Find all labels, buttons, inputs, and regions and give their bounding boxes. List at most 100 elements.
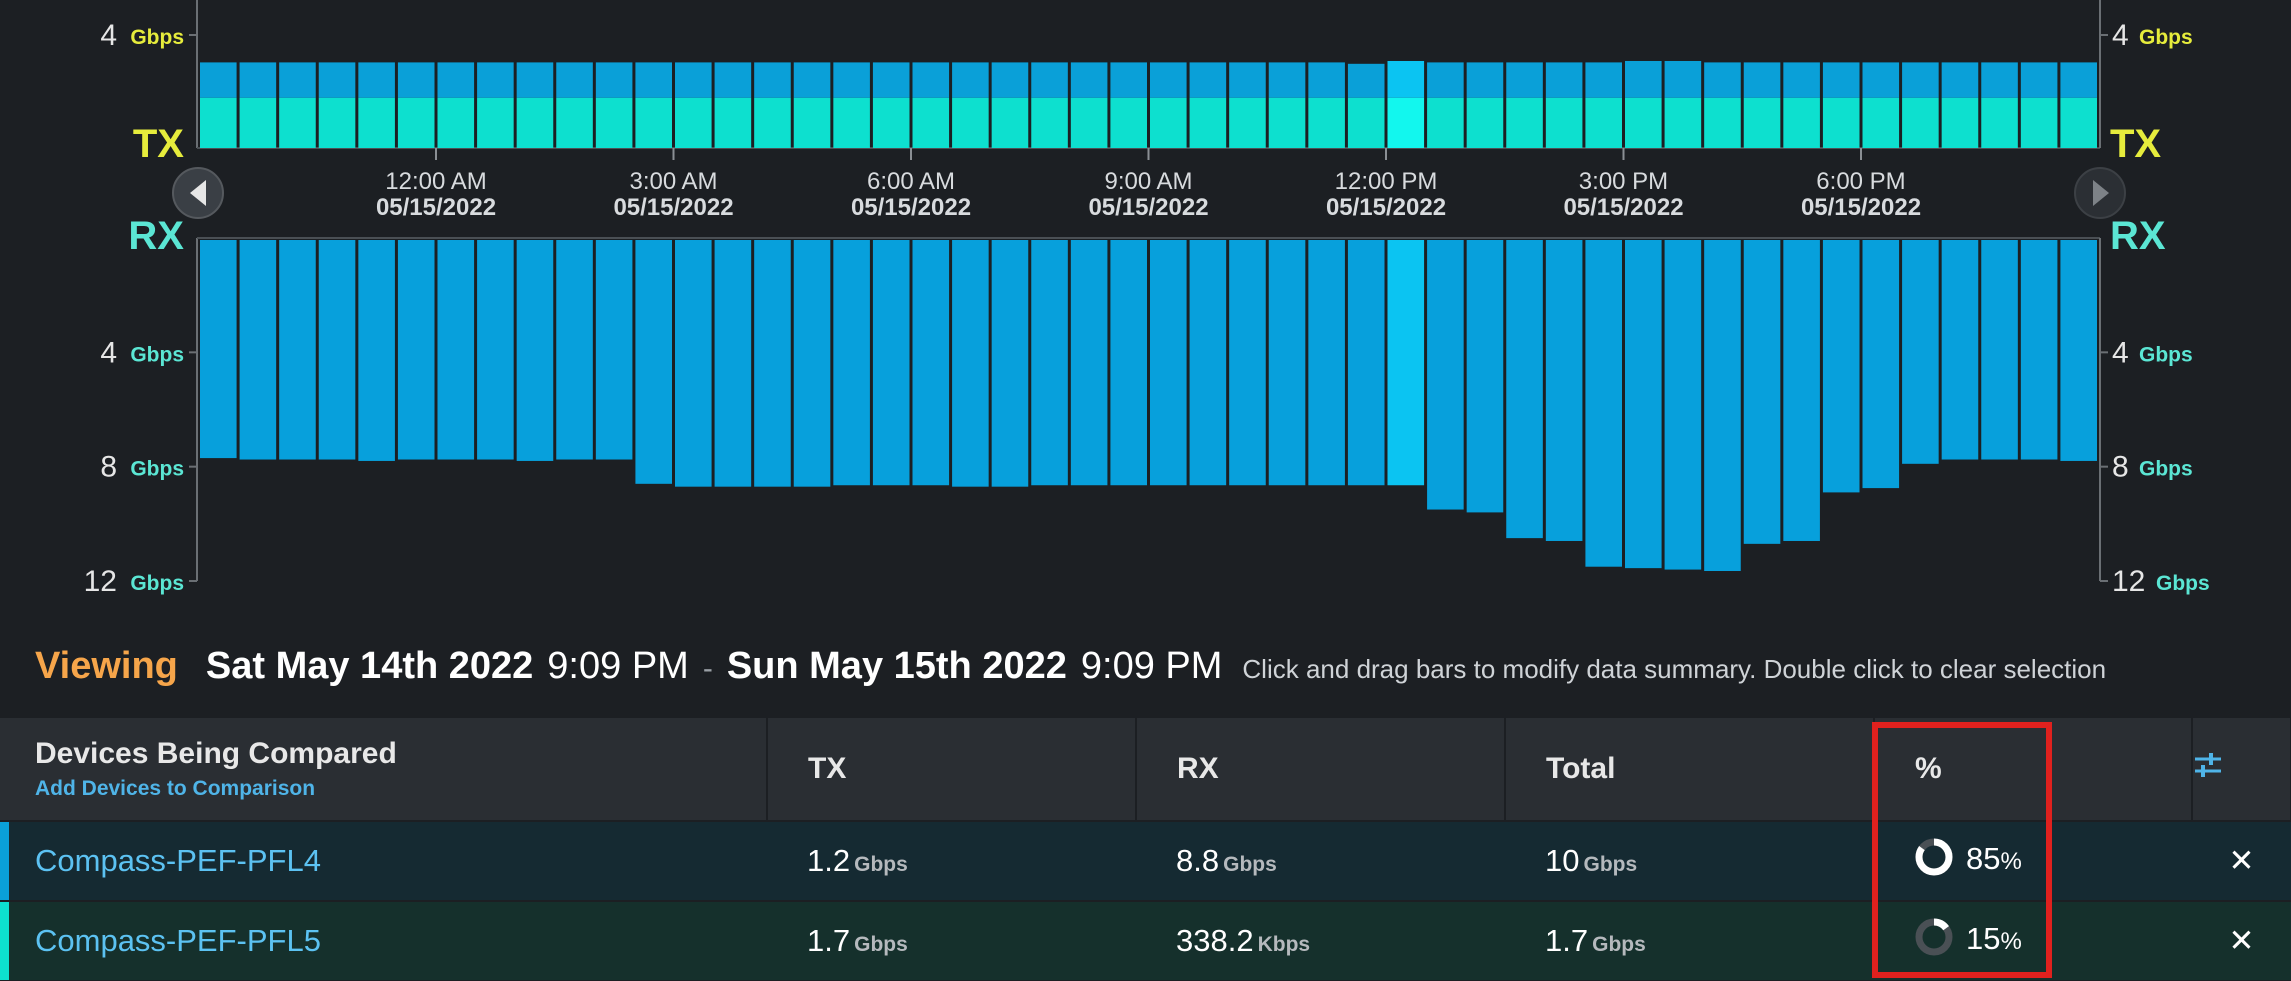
rx-bar-pfl4[interactable] <box>1268 240 1306 486</box>
tx-bar-pfl5[interactable] <box>833 97 870 148</box>
tx-bar-pfl5[interactable] <box>1070 97 1108 148</box>
column-settings-button[interactable] <box>2192 718 2291 821</box>
tx-bar-pfl5[interactable] <box>1110 97 1147 148</box>
tx-bar-pfl4[interactable] <box>1704 62 1741 98</box>
tx-bar-pfl5[interactable] <box>1743 97 1781 148</box>
tx-bar-pfl4[interactable] <box>516 62 554 98</box>
device-name-link[interactable]: Compass-PEF-PFL5 <box>35 923 321 958</box>
tx-bar-pfl4[interactable] <box>1110 62 1147 98</box>
rx-bar-pfl4[interactable] <box>1704 240 1741 571</box>
table-row[interactable]: Compass-PEF-PFL5 1.7 Gbps 338.2 Kbps 1.7 Gbps 1… <box>0 900 2291 980</box>
rx-bar-pfl4[interactable] <box>2020 240 2058 460</box>
rx-bar-pfl4[interactable] <box>1427 240 1464 510</box>
rx-bar-pfl4[interactable] <box>1743 240 1781 544</box>
tx-bar-pfl5[interactable] <box>1387 97 1425 148</box>
tx-bar-pfl4[interactable] <box>397 62 435 98</box>
rx-bar-pfl4[interactable] <box>754 240 791 487</box>
tx-bar-pfl4[interactable] <box>1387 60 1425 98</box>
rx-bar-pfl4[interactable] <box>358 240 395 461</box>
tx-bar-pfl5[interactable] <box>1031 97 1068 148</box>
tx-bar-pfl5[interactable] <box>991 97 1029 148</box>
rx-bar-pfl4[interactable] <box>477 240 514 460</box>
tx-bar-pfl5[interactable] <box>952 97 989 148</box>
tx-bar-pfl4[interactable] <box>991 62 1029 98</box>
tx-bar-pfl5[interactable] <box>1308 97 1345 148</box>
tx-bar-pfl5[interactable] <box>1783 97 1820 148</box>
tx-bar-pfl5[interactable] <box>1545 97 1583 148</box>
rx-column-header[interactable]: RX <box>1136 718 1506 821</box>
traffic-chart[interactable]: 4 Gbps 4 Gbps 8 Gbps 12 Gbps TX RX TX RX 4 Gbps 4 Gbps… <box>0 0 2291 640</box>
tx-bar-pfl4[interactable] <box>2020 62 2058 98</box>
tx-bar-pfl4[interactable] <box>358 62 395 98</box>
tx-column-header[interactable]: TX <box>767 718 1137 821</box>
rx-bars[interactable] <box>200 240 2097 571</box>
tx-bar-pfl4[interactable] <box>1981 62 2018 98</box>
tx-bar-pfl5[interactable] <box>2020 97 2058 148</box>
tx-bar-pfl4[interactable] <box>1625 60 1662 98</box>
rx-bar-pfl4[interactable] <box>952 240 989 487</box>
tx-bar-pfl5[interactable] <box>675 97 712 148</box>
tx-bars[interactable] <box>200 60 2097 148</box>
tx-bar-pfl5[interactable] <box>1150 97 1187 148</box>
rx-bar-pfl4[interactable] <box>318 240 356 460</box>
tx-bar-pfl4[interactable] <box>1308 62 1345 98</box>
tx-bar-pfl4[interactable] <box>1189 62 1227 98</box>
tx-bar-pfl4[interactable] <box>1941 62 1979 98</box>
tx-bar-pfl5[interactable] <box>714 97 752 148</box>
remove-device-button[interactable]: ✕ <box>2192 900 2291 980</box>
rx-bar-pfl4[interactable] <box>1031 240 1068 486</box>
rx-bar-pfl4[interactable] <box>1822 240 1860 493</box>
rx-bar-pfl4[interactable] <box>516 240 554 461</box>
tx-bar-pfl4[interactable] <box>714 62 752 98</box>
tx-bar-pfl4[interactable] <box>200 62 237 98</box>
rx-bar-pfl4[interactable] <box>1585 240 1622 567</box>
tx-bar-pfl5[interactable] <box>1466 97 1504 148</box>
tx-bar-pfl5[interactable] <box>556 97 593 148</box>
tx-bar-pfl5[interactable] <box>437 97 475 148</box>
tx-bar-pfl5[interactable] <box>1427 97 1464 148</box>
tx-bar-pfl4[interactable] <box>1545 62 1583 98</box>
scroll-left-button[interactable] <box>172 167 224 219</box>
tx-bar-pfl4[interactable] <box>872 62 910 98</box>
rx-bar-pfl4[interactable] <box>872 240 910 486</box>
tx-bar-pfl4[interactable] <box>1347 63 1385 98</box>
tx-bar-pfl4[interactable] <box>318 62 356 98</box>
tx-bar-pfl4[interactable] <box>1902 62 1939 98</box>
tx-bar-pfl5[interactable] <box>1506 97 1543 148</box>
tx-bar-pfl4[interactable] <box>833 62 870 98</box>
rx-bar-pfl4[interactable] <box>1625 240 1662 569</box>
rx-bar-pfl4[interactable] <box>635 240 672 484</box>
rx-bar-pfl4[interactable] <box>1308 240 1345 486</box>
rx-bar-pfl4[interactable] <box>1150 240 1187 486</box>
tx-bar-pfl4[interactable] <box>595 62 633 98</box>
scroll-right-button[interactable] <box>2074 167 2126 219</box>
tx-bar-pfl4[interactable] <box>1506 62 1543 98</box>
tx-bar-pfl5[interactable] <box>1822 97 1860 148</box>
tx-bar-pfl4[interactable] <box>279 62 316 98</box>
rx-bar-pfl4[interactable] <box>1070 240 1108 486</box>
rx-bar-pfl4[interactable] <box>1189 240 1227 486</box>
rx-bar-pfl4[interactable] <box>991 240 1029 487</box>
tx-bar-pfl4[interactable] <box>1664 60 1702 98</box>
tx-bar-pfl5[interactable] <box>754 97 791 148</box>
tx-bar-pfl5[interactable] <box>1664 97 1702 148</box>
rx-bar-pfl4[interactable] <box>1466 240 1504 513</box>
rx-bar-pfl4[interactable] <box>714 240 752 487</box>
rx-bar-pfl4[interactable] <box>556 240 593 460</box>
tx-bar-pfl4[interactable] <box>1862 62 1900 98</box>
rx-bar-pfl4[interactable] <box>1783 240 1820 541</box>
tx-bar-pfl4[interactable] <box>239 62 277 98</box>
rx-bar-pfl4[interactable] <box>200 240 237 459</box>
tx-bar-pfl5[interactable] <box>279 97 316 148</box>
rx-bar-pfl4[interactable] <box>239 240 277 460</box>
rx-bar-pfl4[interactable] <box>1981 240 2018 460</box>
percent-column-header[interactable]: % <box>1874 718 2193 821</box>
tx-bar-pfl4[interactable] <box>635 62 672 98</box>
rx-bar-pfl4[interactable] <box>1862 240 1900 489</box>
tx-bar-pfl4[interactable] <box>556 62 593 98</box>
rx-bar-pfl4[interactable] <box>793 240 831 487</box>
rx-bar-pfl4[interactable] <box>833 240 870 486</box>
tx-bar-pfl5[interactable] <box>1347 97 1385 148</box>
tx-bar-pfl5[interactable] <box>872 97 910 148</box>
tx-bar-pfl4[interactable] <box>2060 62 2097 98</box>
